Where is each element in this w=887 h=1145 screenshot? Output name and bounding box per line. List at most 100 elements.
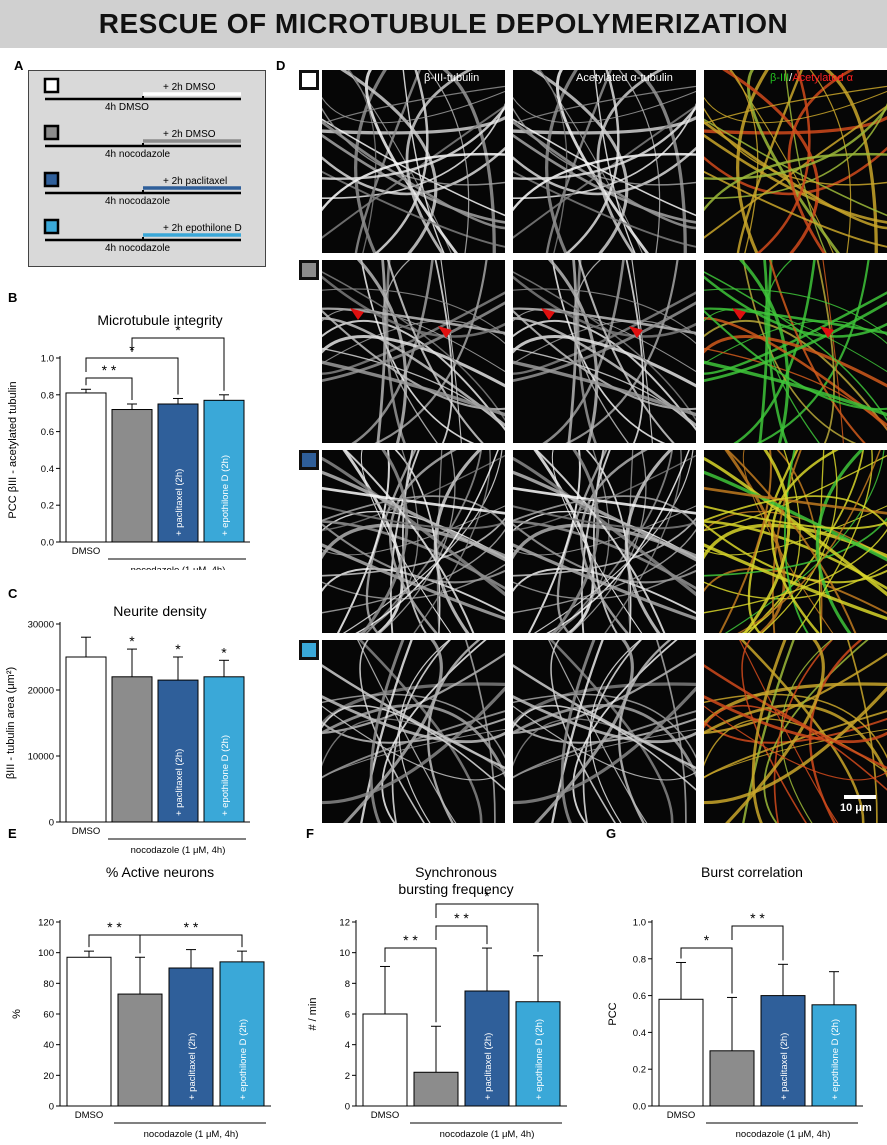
neurite-fiber: [824, 70, 878, 253]
neurite-fiber: [513, 115, 696, 135]
neurite-fiber: [322, 152, 505, 212]
neurite-fiber: [322, 115, 505, 135]
neurite-fiber: [570, 450, 647, 633]
y-tick-label: 0: [345, 1102, 350, 1113]
y-tick-label: 20000: [28, 686, 54, 697]
y-tick-label: 10000: [28, 752, 54, 763]
y-tick-label: 0.2: [633, 1065, 646, 1076]
neurite-fiber: [704, 686, 887, 805]
y-tick-label: 2: [345, 1071, 350, 1082]
neurite-fiber: [427, 640, 481, 823]
neurite-fiber: [704, 728, 887, 778]
neurite-fiber: [533, 450, 694, 633]
neurite-fiber: [513, 686, 696, 805]
y-tick-label: 1.0: [41, 354, 54, 365]
panel-d-label: D: [276, 58, 286, 73]
neurite-fiber: [742, 260, 857, 443]
panel-e-label: E: [8, 826, 17, 841]
neurite-fiber: [360, 640, 413, 823]
neurite-fiber: [513, 495, 696, 528]
neurite-fiber: [704, 308, 887, 373]
bar-1: [111, 409, 153, 543]
neurite-fiber: [322, 291, 505, 376]
neurite-fiber: [733, 260, 816, 443]
neurite-fiber: [388, 450, 457, 633]
significance-bracket: [680, 947, 733, 994]
neurite-fiber: [322, 728, 505, 778]
neurite-fiber: [743, 450, 791, 633]
chart-title: Microtubule integrity: [97, 312, 222, 328]
neurite-fiber: [322, 495, 505, 528]
panel-d-micrographs: β-III-tubulin Acetylated α-tubulin β-III/A…: [299, 70, 887, 823]
bar-2: [168, 967, 214, 1107]
y-axis-label: PCC: [607, 1002, 619, 1025]
neurite-fiber: [704, 495, 887, 528]
significance-bracket: [384, 947, 437, 1023]
group-label: nocodazole (1 μM, 4h): [131, 565, 226, 570]
chart-title-line-2: bursting frequency: [398, 881, 513, 897]
neurite-fiber: [322, 85, 505, 125]
neurite-fiber: [822, 260, 844, 443]
neurite-fiber: [585, 450, 632, 633]
neurite-fiber: [343, 450, 475, 633]
neurite-fiber: [551, 260, 666, 443]
chart-burst-correlation: Burst correlation 0.0 0.2 0.4 0.6 0.8 1.0 PCC + …: [607, 864, 863, 1140]
neurite-fiber: [360, 450, 452, 633]
red-arrowhead-marker: [629, 326, 643, 338]
treatment-label-0: + 2h DMSO: [163, 82, 216, 93]
bar-1: [413, 1071, 459, 1107]
neurite-fiber: [513, 307, 696, 335]
significance-stars: * *: [107, 919, 122, 935]
chart-neurite-density: Neurite density 0 10000 20000 30000 βIII - tu…: [5, 603, 250, 856]
merge-label-slash: /: [789, 72, 793, 84]
panel-g-label: G: [606, 826, 617, 841]
neurite-fiber: [534, 450, 666, 633]
significance-bracket: [88, 934, 141, 954]
significance-stars: * *: [454, 910, 469, 926]
neurite-fiber: [816, 260, 835, 443]
neurite-fiber: [567, 260, 578, 443]
neurite-fiber: [704, 90, 887, 124]
panel-a-label: A: [14, 58, 24, 73]
chart-title: Synchronous: [415, 864, 497, 880]
chart-title: % Active neurons: [106, 864, 214, 880]
x-category-dmso: DMSO: [371, 1110, 400, 1121]
red-arrowhead-marker: [541, 308, 555, 320]
neurite-fiber: [322, 320, 505, 432]
column-label-merge: β-III/Acetylated α: [770, 72, 853, 84]
micrograph-background: [704, 70, 887, 253]
red-arrowhead-marker: [438, 326, 452, 338]
neurite-fiber: [513, 102, 696, 199]
neurite-fiber: [579, 450, 648, 633]
neurite-fiber: [758, 260, 769, 443]
y-tick-label: 8: [345, 979, 350, 990]
neurite-fiber: [704, 288, 887, 336]
significance-stars: *: [484, 888, 490, 904]
y-axis-label: # / min: [307, 997, 319, 1030]
neurite-fiber: [374, 260, 488, 443]
bar-3: [219, 961, 265, 1107]
y-tick-label: 80: [43, 979, 54, 990]
significance-stars: *: [175, 322, 181, 338]
significance-stars: * *: [184, 919, 199, 935]
bar-inline-label-3: + epothilone D (2h): [220, 455, 231, 536]
neurite-fiber: [546, 450, 690, 633]
significance-bracket: [139, 934, 243, 949]
neurite-fiber: [533, 450, 595, 633]
neurite-fiber: [513, 695, 696, 744]
merge-micrograph: [704, 70, 887, 253]
neurite-fiber: [704, 528, 887, 614]
y-tick-label: 100: [38, 948, 54, 959]
neurite-fiber: [539, 70, 568, 253]
bar-2: [157, 403, 199, 543]
neurite-fiber: [704, 320, 887, 432]
neurite-fiber: [704, 454, 887, 532]
neurite-fiber: [322, 301, 505, 383]
x-category-dmso: DMSO: [667, 1110, 696, 1121]
neurite-fiber: [742, 450, 834, 633]
y-tick-label: 4: [345, 1040, 350, 1051]
neurite-fiber: [704, 275, 887, 338]
neurite-fiber: [724, 450, 786, 633]
neurite-fiber: [322, 717, 505, 744]
neurite-fiber: [577, 260, 675, 443]
